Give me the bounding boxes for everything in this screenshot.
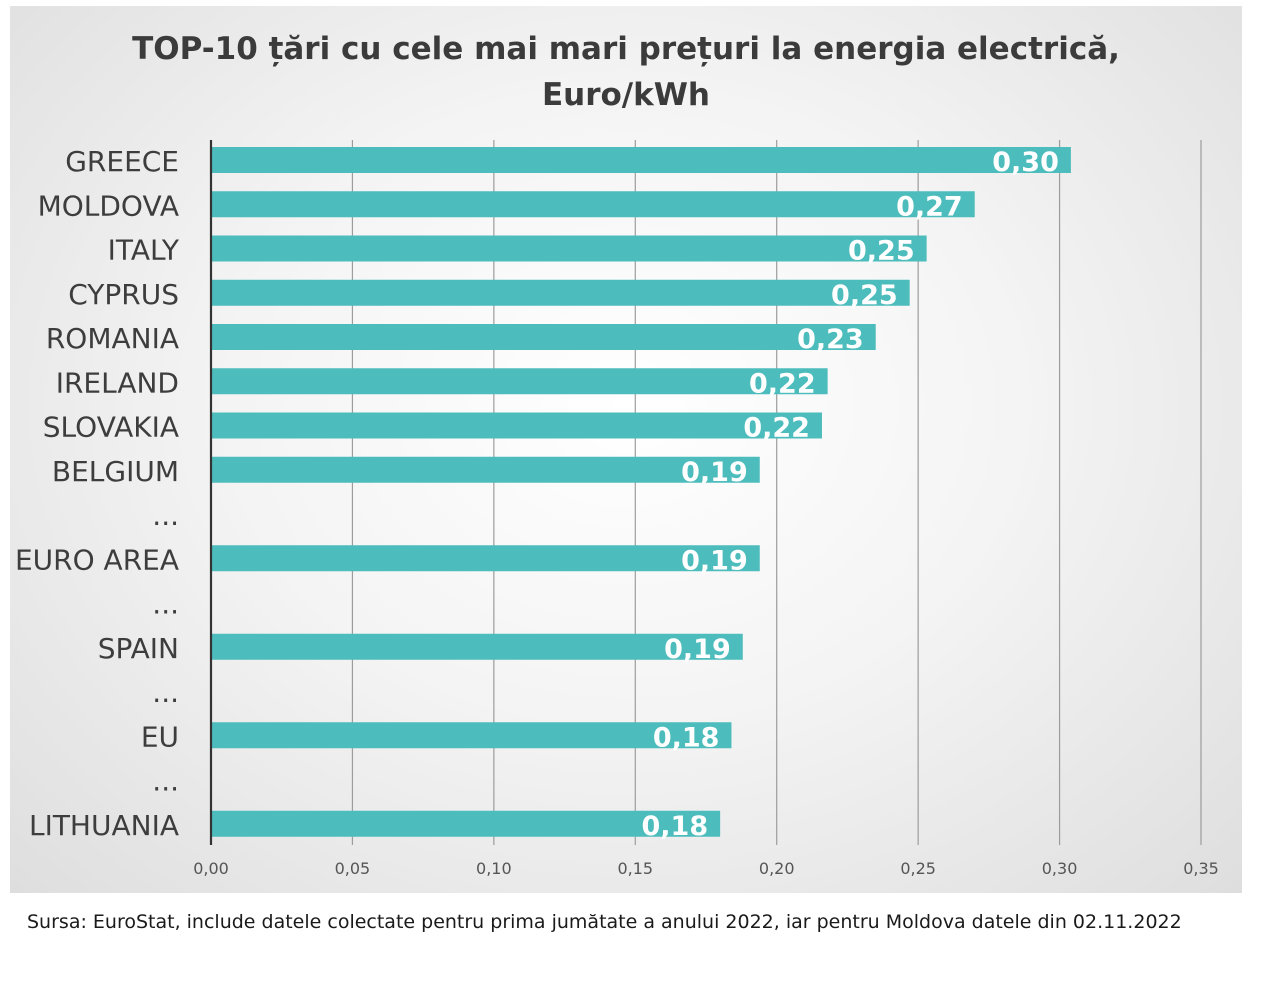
category-label: ITALY [108, 234, 180, 267]
x-tick-label: 0,10 [476, 859, 512, 878]
bar [211, 191, 975, 218]
data-label: 0,19 [681, 545, 748, 576]
category-label: EURO AREA [15, 543, 179, 576]
bar [211, 324, 876, 350]
x-tick-label: 0,25 [900, 859, 936, 878]
category-label: ... [152, 588, 179, 621]
chart-title-line-2: Euro/kWh [541, 77, 711, 113]
bar [211, 456, 760, 483]
data-label: 0,25 [848, 236, 915, 267]
bar [211, 545, 760, 572]
data-label: 0,23 [797, 324, 864, 355]
category-labels: GREECE MOLDOVA ITALY CYPRUS ROMANIA IRELAND SL… [15, 145, 180, 842]
category-label: MOLDOVA [38, 189, 179, 222]
category-label: CYPRUS [68, 278, 179, 311]
category-label: BELGIUM [52, 455, 179, 488]
category-label: SPAIN [98, 632, 179, 665]
bars: 0,30 0,27 0,25 0,25 0,23 0,22 0,22 0,19 0,19 0,19… [211, 147, 1071, 842]
chart-title: TOP-10 țări cu cele mai mari prețuri la … [10, 26, 1242, 118]
x-tick-label: 0,20 [759, 859, 795, 878]
bar [211, 810, 721, 837]
x-tick-label: 0,05 [335, 859, 371, 878]
x-tick-labels: 0,00 0,05 0,10 0,15 0,20 0,25 0,30 0,35 [193, 859, 1219, 878]
bar [211, 368, 828, 395]
category-label: IRELAND [56, 366, 179, 399]
x-tick-label: 0,35 [1183, 859, 1219, 878]
data-label: 0,18 [642, 811, 709, 842]
category-label: LITHUANIA [29, 809, 179, 842]
bar [211, 235, 927, 262]
x-tick-label: 0,15 [617, 859, 653, 878]
bar [211, 412, 822, 439]
data-label: 0,22 [743, 413, 810, 444]
chart-title-line-1: TOP-10 țări cu cele mai mari prețuri la … [132, 31, 1120, 67]
data-label: 0,18 [653, 722, 720, 753]
x-tick-label: 0,00 [193, 859, 229, 878]
x-tick-label: 0,30 [1042, 859, 1078, 878]
bar [211, 147, 1071, 173]
category-label: EU [141, 720, 179, 753]
bar [211, 722, 732, 749]
category-label: ... [152, 499, 179, 532]
category-label: ... [152, 765, 179, 798]
data-label: 0,19 [664, 634, 731, 665]
data-label: 0,27 [896, 191, 963, 222]
bar [211, 279, 910, 306]
data-label: 0,30 [992, 147, 1059, 178]
category-label: ... [152, 676, 179, 709]
bar-chart: 0,30 0,27 0,25 0,25 0,23 0,22 0,22 0,19 0,19 0,19… [15, 140, 1219, 878]
category-label: ROMANIA [46, 322, 179, 355]
category-label: SLOVAKIA [43, 411, 179, 444]
data-label: 0,19 [681, 457, 748, 488]
category-label: GREECE [65, 145, 179, 178]
source-note: Sursa: EuroStat, include datele colectat… [27, 911, 1182, 933]
data-label: 0,25 [831, 280, 898, 311]
data-label: 0,22 [749, 368, 816, 399]
bar [211, 633, 743, 660]
